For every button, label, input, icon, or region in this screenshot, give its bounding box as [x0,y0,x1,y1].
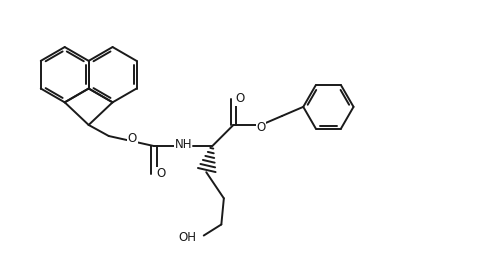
Text: O: O [257,121,266,135]
Text: NH: NH [174,138,192,151]
Text: O: O [128,132,137,144]
Text: O: O [235,92,244,105]
Text: OH: OH [179,231,197,244]
Text: O: O [156,167,166,180]
